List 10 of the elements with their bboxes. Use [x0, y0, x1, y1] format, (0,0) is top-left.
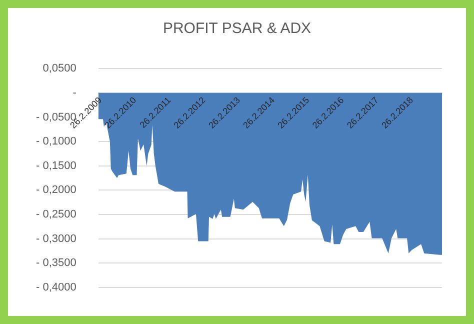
y-tick-label: 0,0500	[42, 62, 76, 75]
chart-title: PROFIT PSAR & ADX	[162, 20, 312, 37]
y-tick-label: - 0,3500	[36, 257, 76, 270]
y-tick-label: - 0,4000	[36, 281, 76, 294]
y-tick-label: - 0,2500	[36, 208, 76, 220]
y-tick-label: - 0,1500	[36, 160, 76, 172]
y-tick-label: - 0,1000	[36, 136, 76, 148]
y-tick-label: - 0,2000	[36, 184, 76, 196]
y-tick-label: -	[72, 86, 77, 99]
y-tick-label: - 0,3000	[36, 232, 76, 245]
